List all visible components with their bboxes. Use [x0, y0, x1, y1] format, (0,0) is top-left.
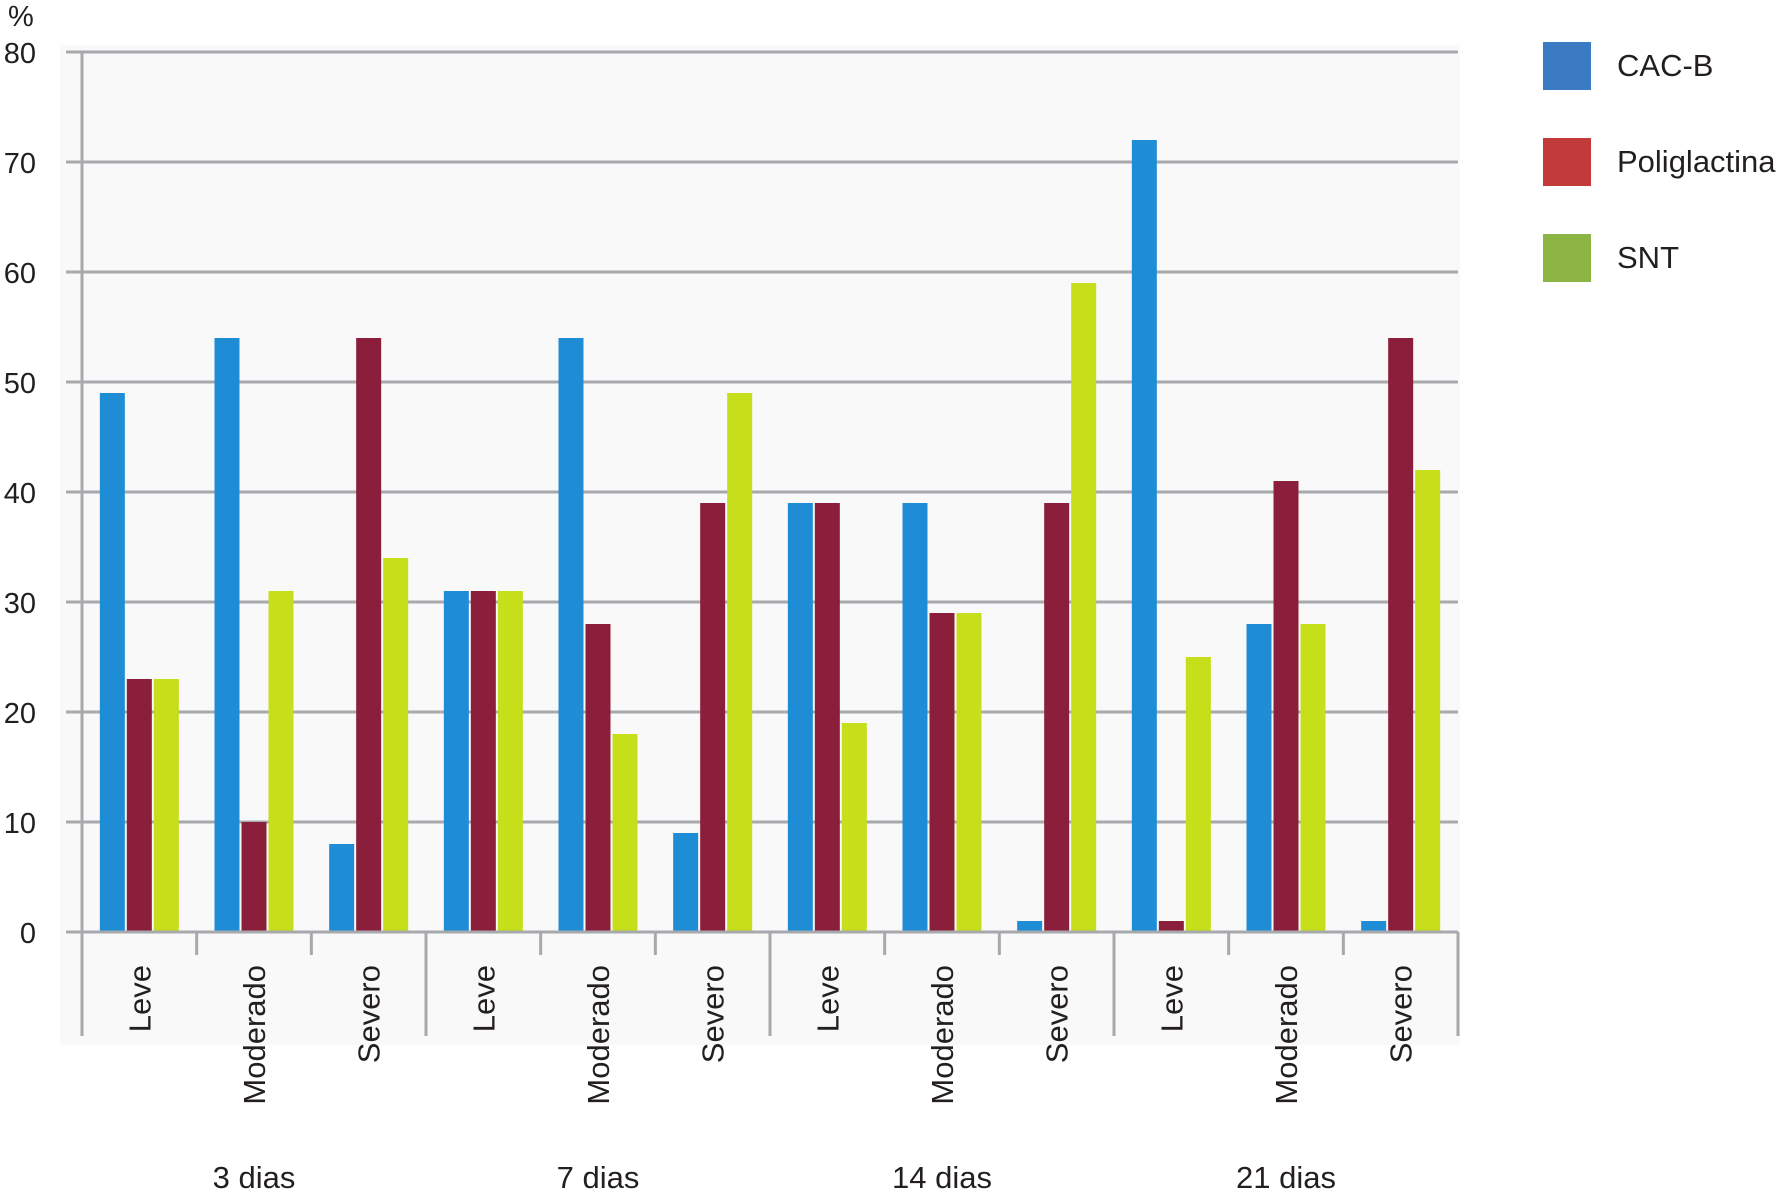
tick-labels: 0 10 20 30 40 50 60 70 80% Leve Moderado Severo Leve… [4, 1, 1419, 1195]
bar [443, 591, 469, 932]
y-tick-label: 10 [4, 808, 36, 840]
legend: CAC-B Poliglactina SNT [1540, 40, 1787, 328]
x-category-label: Leve [810, 965, 845, 1032]
legend-item-poliglactina: Poliglactina [1540, 136, 1787, 232]
bar [1415, 470, 1441, 932]
gridlines [82, 50, 1458, 824]
bar [1273, 481, 1299, 932]
bar [1300, 624, 1326, 932]
bar [902, 503, 928, 932]
bar [1131, 140, 1157, 932]
y-tick-label: 60 [4, 258, 36, 290]
bar [126, 679, 152, 932]
y-tick-label: 30 [4, 588, 36, 620]
x-category-label: Moderado [581, 965, 616, 1105]
bar [814, 503, 840, 932]
legend-label-poliglactina: Poliglactina [1617, 144, 1776, 179]
bar [585, 624, 611, 932]
x-group-label: 7 dias [557, 1160, 640, 1195]
bar [612, 734, 638, 932]
axes [66, 50, 1460, 1036]
bar [214, 338, 240, 932]
bar [356, 338, 382, 932]
x-category-label: Severo [352, 965, 387, 1063]
y-tick-label: 40 [4, 478, 36, 510]
x-category-label: Severo [1040, 965, 1075, 1063]
x-category-label: Leve [122, 965, 157, 1032]
bar [700, 503, 726, 932]
x-group-label: 21 dias [1236, 1160, 1336, 1195]
bar [1246, 624, 1272, 932]
bar [329, 844, 355, 932]
bar [470, 591, 496, 932]
bar [1044, 503, 1070, 932]
bar [1361, 921, 1387, 932]
x-category-label: Leve [466, 965, 501, 1032]
legend-swatch-poliglactina [1543, 138, 1591, 186]
bar [241, 822, 267, 932]
bar [841, 723, 867, 932]
x-group-label: 14 dias [892, 1160, 992, 1195]
bars [99, 140, 1441, 932]
bar [929, 613, 955, 932]
x-category-label: Moderado [1269, 965, 1304, 1105]
bar [1185, 657, 1211, 932]
x-category-label: Leve [1154, 965, 1189, 1032]
y-tick-label: 70 [4, 148, 36, 180]
legend-item-snt: SNT [1540, 232, 1787, 328]
legend-item-cac-b: CAC-B [1540, 40, 1787, 136]
y-axis-label: % [8, 1, 34, 33]
legend-swatch-snt [1543, 234, 1591, 282]
x-category-label: Moderado [237, 965, 272, 1105]
legend-label-cac-b: CAC-B [1617, 48, 1714, 83]
x-group-label: 3 dias [213, 1160, 296, 1195]
y-tick-label: 20 [4, 698, 36, 730]
bar [99, 393, 125, 932]
bar [383, 558, 409, 932]
legend-swatch-cac-b [1543, 42, 1591, 90]
bar [1017, 921, 1043, 932]
x-category-label: Severo [1384, 965, 1419, 1063]
bar [956, 613, 982, 932]
bar [727, 393, 753, 932]
y-tick-label: 50 [4, 368, 36, 400]
bar [268, 591, 294, 932]
bar [1071, 283, 1097, 932]
x-category-label: Severo [696, 965, 731, 1063]
bar [787, 503, 813, 932]
y-tick-label: 0 [20, 918, 36, 950]
legend-label-snt: SNT [1617, 240, 1679, 275]
bar [153, 679, 179, 932]
bar [558, 338, 584, 932]
y-tick-label: 80 [4, 38, 36, 70]
bar [497, 591, 523, 932]
bar [1158, 921, 1184, 932]
bar [673, 833, 699, 932]
bar [1388, 338, 1414, 932]
x-category-label: Moderado [925, 965, 960, 1105]
